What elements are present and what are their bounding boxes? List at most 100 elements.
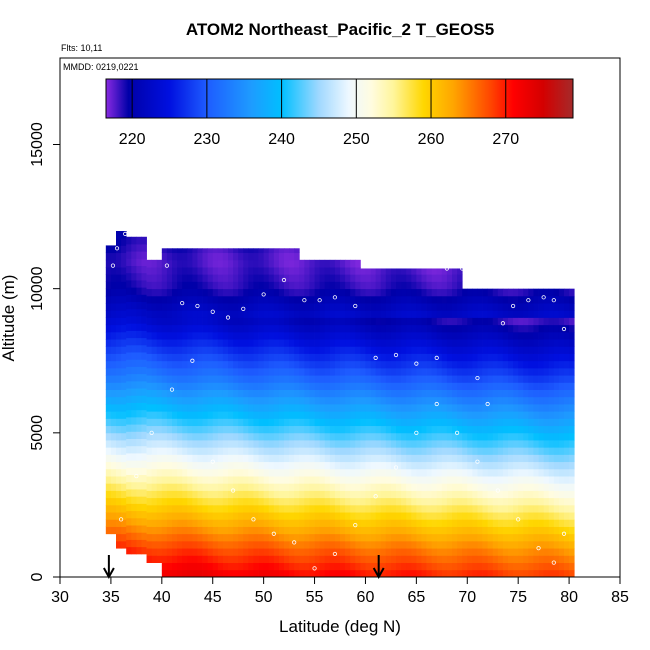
heatmap-cell — [284, 497, 290, 506]
heatmap-cell — [192, 375, 198, 383]
heatmap-cell — [197, 504, 203, 513]
heatmap-cell — [182, 476, 188, 484]
heatmap-cell — [508, 310, 514, 318]
heatmap-cell — [492, 526, 499, 535]
heatmap-cell — [314, 411, 321, 419]
heatmap-cell — [248, 396, 254, 405]
heatmap-cell — [284, 440, 290, 448]
heatmap-cell — [467, 346, 473, 354]
heatmap-cell — [192, 548, 198, 556]
heatmap-cell — [324, 512, 331, 520]
heatmap-cell — [401, 331, 407, 340]
heatmap-cell — [350, 418, 356, 427]
heatmap-cell — [452, 382, 458, 390]
heatmap-cell — [380, 497, 387, 506]
heatmap-cell — [217, 382, 224, 390]
heatmap-cell — [492, 519, 499, 527]
heatmap-cell — [182, 346, 188, 354]
heatmap-cell — [248, 504, 254, 513]
heatmap-cell — [492, 540, 499, 549]
heatmap-cell — [467, 303, 473, 311]
heatmap-cell — [513, 490, 519, 499]
heatmap-cell — [523, 526, 529, 535]
heatmap-cell — [258, 519, 265, 527]
heatmap-cell — [192, 360, 198, 369]
heatmap-cell — [197, 396, 203, 405]
heatmap-cell — [263, 504, 270, 513]
heatmap-cell — [182, 396, 188, 405]
heatmap-cell — [151, 396, 158, 405]
heatmap-cell — [543, 555, 550, 563]
heatmap-cell — [421, 447, 427, 455]
heatmap-cell — [212, 461, 219, 470]
heatmap-cell — [558, 526, 565, 535]
heatmap-cell — [197, 324, 203, 333]
heatmap-cell — [518, 476, 524, 484]
x-tick-label: 80 — [560, 589, 578, 606]
heatmap-cell — [166, 468, 173, 477]
x-tick-label: 55 — [306, 589, 324, 606]
heatmap-cell — [380, 353, 387, 362]
heatmap-cell — [187, 425, 193, 434]
heatmap-cell — [131, 525, 137, 533]
heatmap-cell — [248, 259, 254, 268]
heatmap-cell — [217, 483, 224, 491]
heatmap-cell — [441, 468, 448, 477]
heatmap-cell — [518, 382, 524, 390]
heatmap-cell — [340, 562, 346, 571]
heatmap-cell — [197, 454, 203, 463]
heatmap-cell — [431, 281, 438, 290]
heatmap-cell — [416, 497, 422, 506]
heatmap-cell — [502, 360, 509, 369]
heatmap-cell — [304, 526, 310, 535]
heatmap-cell — [334, 396, 341, 405]
heatmap-cell — [151, 324, 158, 333]
heatmap-cell — [243, 353, 249, 362]
heatmap-cell — [268, 303, 275, 311]
heatmap-cell — [324, 339, 331, 347]
heatmap-cell — [564, 454, 570, 463]
heatmap-cell — [110, 382, 117, 390]
heatmap-cell — [197, 555, 203, 563]
heatmap-cell — [197, 353, 203, 362]
heatmap-cell — [304, 375, 310, 383]
heatmap-cell — [380, 288, 387, 297]
heatmap-cell — [304, 411, 310, 419]
heatmap-cell — [192, 526, 198, 535]
heatmap-cell — [508, 425, 514, 434]
heatmap-cell — [299, 331, 305, 340]
heatmap-cell — [401, 396, 407, 405]
heatmap-cell — [131, 496, 137, 504]
heatmap-cell — [370, 295, 377, 304]
heatmap-cell — [258, 526, 265, 535]
heatmap-cell — [467, 288, 473, 297]
heatmap-cell — [238, 375, 244, 383]
heatmap-cell — [497, 396, 504, 405]
heatmap-cell — [446, 476, 453, 484]
heatmap-cell — [482, 512, 489, 520]
track-point — [434, 355, 439, 360]
heatmap-cell — [268, 440, 275, 448]
heatmap-cell — [406, 404, 412, 412]
flights-text: Flts: 10,11 — [61, 43, 102, 53]
heatmap-cell — [253, 476, 259, 484]
heatmap-cell — [202, 454, 209, 463]
heatmap-cell — [294, 454, 300, 463]
heatmap-cell — [558, 432, 565, 441]
heatmap-cell — [467, 295, 473, 304]
heatmap-cell — [528, 447, 534, 455]
heatmap-cell — [319, 461, 326, 470]
heatmap-cell — [268, 360, 275, 369]
heatmap-cell — [273, 396, 280, 405]
heatmap-cell — [309, 267, 315, 275]
heatmap-cell — [340, 476, 346, 484]
heatmap-cell — [513, 404, 519, 412]
heatmap-cell — [441, 404, 448, 412]
heatmap-cell — [548, 497, 555, 506]
heatmap-cell — [564, 562, 570, 571]
heatmap-cell — [355, 404, 361, 412]
heatmap-cell — [457, 519, 463, 527]
heatmap-cell — [365, 303, 371, 311]
heatmap-cell — [177, 562, 183, 571]
heatmap-cell — [217, 454, 224, 463]
